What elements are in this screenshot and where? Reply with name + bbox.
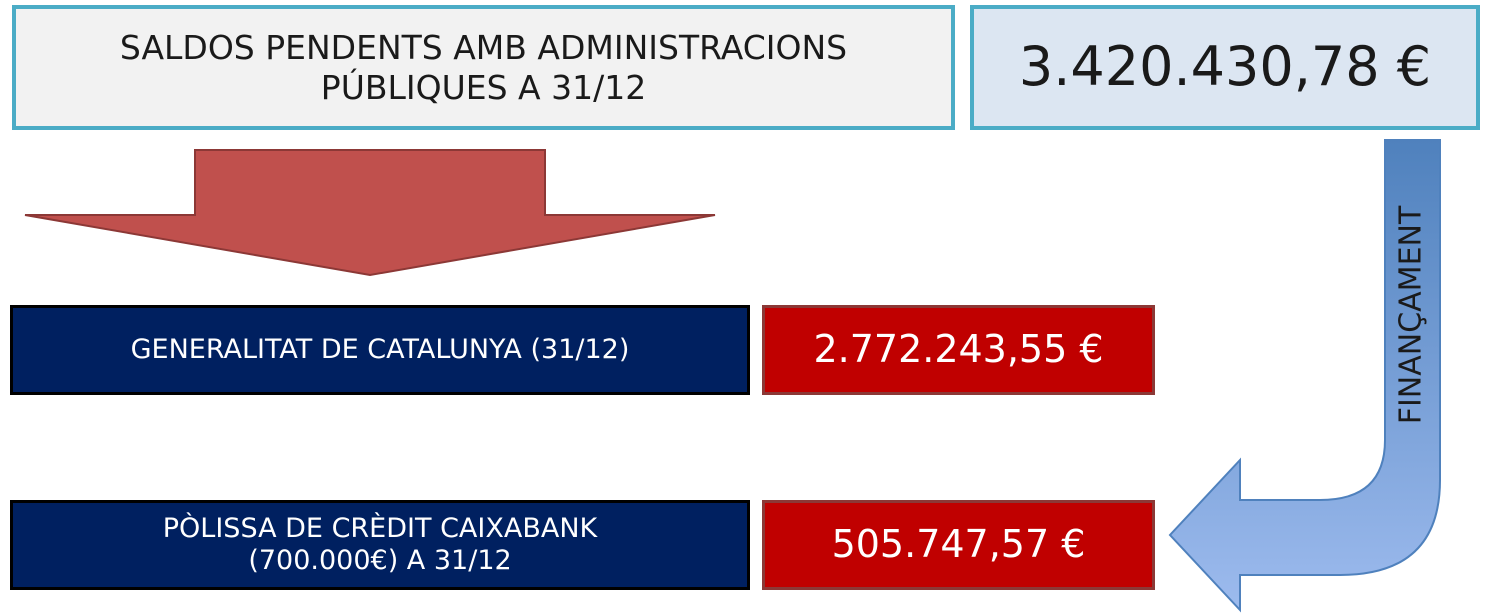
amount-box: 505.747,57 €: [762, 500, 1155, 590]
label-line: (700.000€) A 31/12: [248, 545, 512, 576]
label-box: GENERALITAT DE CATALUNYA (31/12): [10, 305, 750, 395]
total-box: 3.420.430,78 €: [970, 5, 1480, 130]
label-line: GENERALITAT DE CATALUNYA (31/12): [130, 333, 630, 365]
down-arrow: [24, 149, 716, 277]
curved-arrow: [1168, 139, 1441, 613]
amount: 505.747,57 €: [831, 522, 1086, 567]
total-value: 3.420.430,78 €: [1018, 35, 1432, 99]
arrow-label: FINANÇAMENT: [1394, 205, 1429, 424]
label-box: PÒLISSA DE CRÈDIT CAIXABANK (700.000€) A…: [10, 500, 750, 590]
label-line: PÒLISSA DE CRÈDIT CAIXABANK: [162, 512, 598, 544]
amount-box: 2.772.243,55 €: [762, 305, 1155, 395]
title-line: PÚBLIQUES A 31/12: [320, 67, 647, 107]
title-box: SALDOS PENDENTS AMB ADMINISTRACIONS PÚBL…: [12, 5, 955, 130]
title-line: SALDOS PENDENTS AMB ADMINISTRACIONS: [119, 27, 848, 67]
amount: 2.772.243,55 €: [813, 327, 1104, 372]
